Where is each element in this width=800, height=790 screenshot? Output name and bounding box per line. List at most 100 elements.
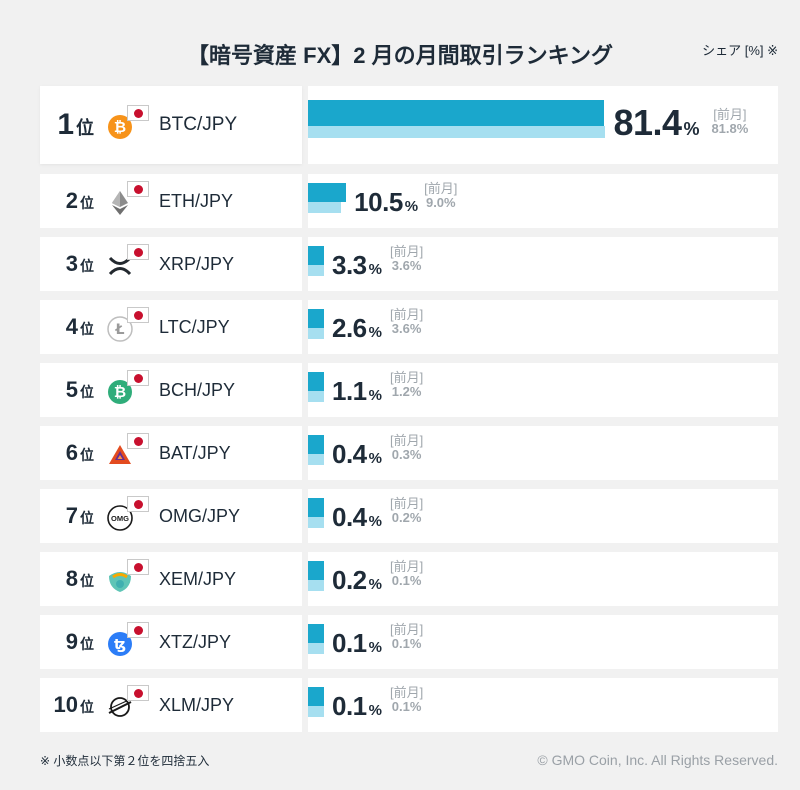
- previous-month-value: 1.2%: [391, 384, 422, 400]
- row-label-panel: 8 位 XEM/JPY: [40, 552, 302, 606]
- bar-current: [308, 687, 324, 706]
- previous-month-label: [前月]: [713, 107, 747, 122]
- svg-text:ꜩ: ꜩ: [114, 637, 126, 653]
- ranking-row: 10 位 XLM/JPY 0.1% [前月] 0.1%: [0, 678, 800, 732]
- value-number: 81.4: [613, 102, 682, 143]
- data-label-current: 3.3%: [332, 250, 382, 281]
- bar-previous: [308, 580, 324, 591]
- bar-current: [308, 183, 347, 202]
- value-number: 2.6: [332, 313, 367, 343]
- value-unit: %: [368, 450, 382, 467]
- row-label-panel: 6 位 BAT/JPY: [40, 426, 302, 480]
- japan-flag-icon: [127, 307, 149, 323]
- previous-month-label: [前月]: [390, 622, 424, 637]
- japan-flag-icon: [127, 370, 149, 386]
- bar-previous: [308, 202, 341, 213]
- previous-month-value: 0.3%: [391, 447, 422, 463]
- previous-month-value: 0.2%: [391, 510, 422, 526]
- rank-number: 7: [65, 503, 78, 528]
- row-label-panel: 10 位 XLM/JPY: [40, 678, 302, 732]
- rank-suffix: 位: [80, 447, 94, 463]
- data-label-previous: [前月] 1.2%: [390, 370, 423, 400]
- rank-number: 5: [65, 377, 78, 402]
- currency-pair-label: BTC/JPY: [159, 114, 238, 135]
- row-label-panel: 7 位 OMG OMG/JPY: [40, 489, 302, 543]
- row-label-panel: 5 位 ₿ BCH/JPY: [40, 363, 302, 417]
- value-number: 1.1: [332, 376, 367, 406]
- value-number: 0.4: [332, 439, 367, 469]
- copyright: © GMO Coin, Inc. All Rights Reserved.: [537, 752, 778, 768]
- bar-current: [308, 309, 324, 328]
- svg-text:OMG: OMG: [111, 514, 129, 523]
- rank-suffix: 位: [76, 118, 94, 138]
- rank-suffix: 位: [80, 321, 94, 337]
- nem-icon: [107, 568, 133, 594]
- bar-previous: [308, 517, 324, 528]
- previous-month-label: [前月]: [390, 244, 424, 259]
- value-unit: %: [404, 198, 419, 215]
- ranking-row: 8 位 XEM/JPY 0.2% [前月] 0.1%: [0, 552, 800, 606]
- bar-previous: [308, 643, 324, 654]
- data-label-previous: [前月] 9.0%: [424, 181, 457, 211]
- value-number: 0.1: [332, 691, 367, 721]
- row-bar-panel: [308, 678, 778, 732]
- data-label-current: 10.5%: [354, 187, 418, 218]
- bar-previous: [308, 706, 324, 717]
- rank-suffix: 位: [80, 573, 94, 589]
- value-number: 3.3: [332, 250, 367, 280]
- ranking-row: 7 位 OMG OMG/JPY 0.4% [前月] 0.2%: [0, 489, 800, 543]
- previous-month-label: [前月]: [390, 559, 424, 574]
- previous-month-value: 3.6%: [391, 258, 422, 274]
- bitcoin-cash-icon: ₿: [107, 379, 133, 405]
- previous-month-value: 0.1%: [391, 573, 422, 589]
- row-label-panel: 3 位 XRP/JPY: [40, 237, 302, 291]
- previous-month-value: 9.0%: [425, 195, 456, 211]
- bitcoin-icon: ₿: [107, 114, 133, 140]
- svg-text:₿: ₿: [114, 118, 126, 136]
- japan-flag-icon: [127, 496, 149, 512]
- rank-label: 10 位: [50, 678, 94, 732]
- value-number: 0.2: [332, 565, 367, 595]
- data-label-previous: [前月] 0.3%: [390, 433, 423, 463]
- ranking-row: 4 位 Ł LTC/JPY 2.6% [前月] 3.6%: [0, 300, 800, 354]
- bar-previous: [308, 328, 324, 339]
- rank-number: 10: [53, 692, 78, 717]
- rank-number: 6: [65, 440, 78, 465]
- ranking-row: 2 位 ETH/JPY 10.5% [前月] 9.0%: [0, 174, 800, 228]
- bar-current: [308, 246, 324, 265]
- unit-note: シェア [%] ※: [702, 43, 778, 58]
- rank-suffix: 位: [80, 384, 94, 400]
- ranking-row: 6 位 BAT/JPY 0.4% [前月] 0.3%: [0, 426, 800, 480]
- row-label-panel: 2 位 ETH/JPY: [40, 174, 302, 228]
- currency-pair-label: XRP/JPY: [159, 253, 235, 274]
- value-unit: %: [368, 513, 382, 530]
- japan-flag-icon: [127, 622, 149, 638]
- japan-flag-icon: [127, 244, 149, 260]
- footnote: ※ 小数点以下第２位を四捨五入: [40, 754, 210, 768]
- previous-month-value: 81.8%: [711, 121, 749, 137]
- rank-number: 3: [65, 251, 78, 276]
- rank-number: 9: [65, 629, 78, 654]
- row-bar-panel: [308, 552, 778, 606]
- data-label-current: 0.1%: [332, 691, 382, 722]
- rank-number: 2: [65, 188, 78, 213]
- row-bar-panel: [308, 363, 778, 417]
- bar-current: [308, 624, 324, 643]
- data-label-current: 0.2%: [332, 565, 382, 596]
- japan-flag-icon: [127, 105, 149, 121]
- value-unit: %: [368, 324, 382, 341]
- ethereum-icon: [107, 190, 133, 216]
- data-label-previous: [前月] 3.6%: [390, 307, 423, 337]
- japan-flag-icon: [127, 181, 149, 197]
- rank-suffix: 位: [80, 195, 94, 211]
- svg-text:Ł: Ł: [115, 322, 125, 338]
- row-bar-panel: [308, 426, 778, 480]
